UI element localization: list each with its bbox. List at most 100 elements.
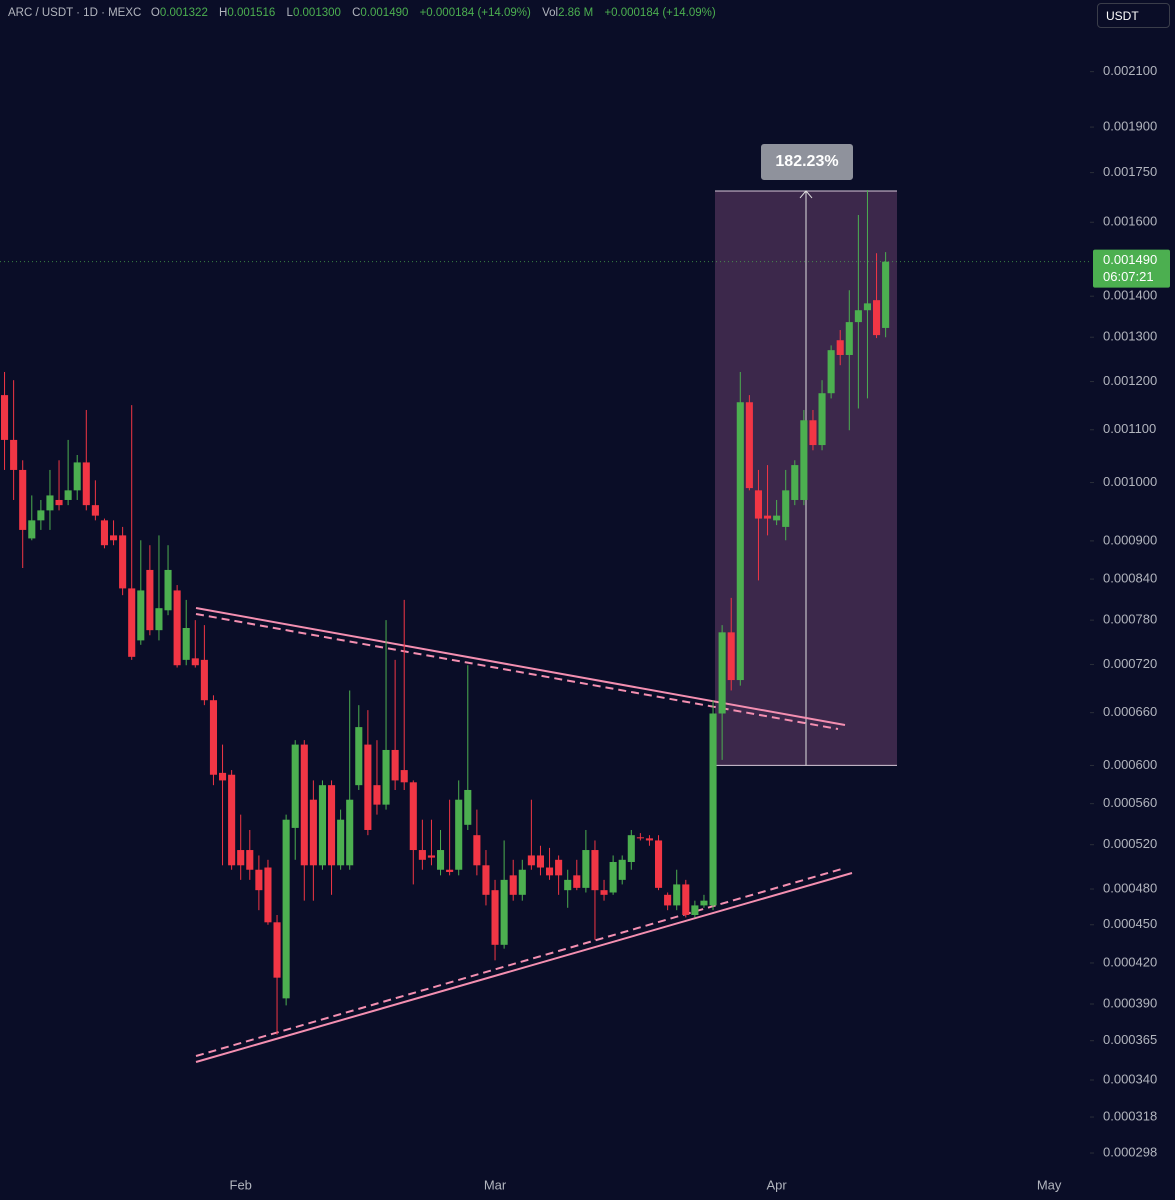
trendline: [195, 867, 846, 1057]
x-tick-label: May: [1037, 1177, 1062, 1192]
y-tick-label: 0.002100: [1103, 63, 1157, 78]
y-tick-label: 0.001600: [1103, 214, 1157, 229]
candle-body: [327, 785, 336, 866]
candle-body: [46, 495, 54, 511]
candle-body: [446, 869, 454, 872]
field-value: 0.001300: [292, 7, 341, 19]
last-price-label: 0.001490: [1103, 252, 1157, 267]
candle-body: [582, 850, 590, 888]
candle-body: [19, 469, 27, 530]
candle-body: [436, 850, 445, 870]
y-tick-label: 0.000480: [1103, 880, 1157, 895]
candle-body: [645, 838, 654, 841]
candle-body: [618, 859, 626, 880]
candle-body: [209, 700, 218, 775]
candle-body: [373, 785, 381, 805]
x-tick-label: Apr: [767, 1177, 788, 1192]
y-tick-label: 0.001100: [1103, 421, 1156, 436]
candle-body: [527, 855, 535, 866]
countdown-label: 06:07:21: [1103, 269, 1154, 284]
measure-label-bg: [761, 143, 853, 180]
candle-body: [318, 785, 327, 866]
candle-body: [564, 879, 572, 891]
y-tick-label: 0.000318: [1103, 1108, 1157, 1123]
candle-body: [673, 884, 681, 906]
candle-body: [246, 850, 254, 870]
y-tick-label: 0.000560: [1103, 795, 1157, 810]
candle-body: [418, 850, 426, 860]
candle-body: [264, 867, 272, 923]
candle-body: [155, 608, 163, 631]
candle-body: [609, 861, 617, 893]
trendline: [195, 613, 839, 730]
candle-body: [73, 462, 81, 491]
candle-body: [882, 261, 890, 328]
y-tick-label: 0.001400: [1103, 288, 1157, 303]
candle-body: [309, 799, 317, 866]
candle-body: [10, 439, 18, 470]
y-tick-label: 0.000840: [1103, 571, 1157, 586]
candle-body: [0, 395, 9, 440]
y-tick-label: 0.001200: [1103, 373, 1157, 388]
candle-body: [809, 420, 817, 446]
candle-body: [182, 628, 190, 660]
candle-body: [854, 310, 862, 323]
candle-body: [55, 499, 63, 506]
y-tick-label: 0.001750: [1103, 164, 1157, 179]
candle-body: [427, 855, 436, 858]
trendline: [195, 607, 846, 726]
candle-body: [709, 713, 717, 906]
candle-body: [800, 420, 808, 500]
candle-body: [536, 855, 545, 868]
candle-body: [773, 515, 781, 521]
candle-body: [37, 510, 45, 521]
candle-body: [555, 859, 563, 876]
y-tick-label: 0.000340: [1103, 1071, 1157, 1086]
candle-body: [727, 632, 735, 681]
candle-body: [82, 462, 90, 506]
candle-body: [273, 922, 281, 978]
volume-change: +0.000184 (+14.09%): [604, 7, 716, 19]
candle-body: [491, 890, 499, 945]
trendlines: [195, 607, 853, 1063]
candle-body: [654, 840, 663, 888]
candle-body: [754, 490, 763, 519]
measure-label: 182.23%: [775, 153, 838, 170]
y-tick-label: 0.000520: [1103, 836, 1157, 851]
candle-body: [691, 905, 699, 916]
y-tick-label: 0.000900: [1103, 532, 1157, 547]
y-tick-label: 0.001000: [1103, 474, 1157, 489]
currency-button[interactable]: USDT: [1097, 3, 1170, 28]
candle-body: [255, 869, 263, 891]
candle-body: [500, 879, 508, 945]
legend-header: ARC / USDT · 1D · MEXC O0.001322 H0.0015…: [8, 7, 724, 19]
candle-body: [282, 819, 290, 999]
candle-body: [128, 588, 136, 657]
candle-body: [682, 884, 690, 916]
candle-body: [100, 520, 109, 546]
y-tick-label: 0.000420: [1103, 954, 1157, 969]
candle-body: [291, 744, 299, 828]
candle-body: [473, 835, 481, 866]
candle-body: [346, 799, 354, 866]
trendline: [195, 872, 853, 1063]
candle-body: [736, 402, 744, 681]
candle-body: [518, 869, 526, 895]
candle-body: [718, 632, 726, 714]
field-value: 0.001490: [360, 7, 409, 19]
candle-body: [827, 350, 835, 394]
candle-body: [228, 774, 236, 866]
y-tick-label: 0.000600: [1103, 757, 1157, 772]
candle-body: [791, 465, 799, 500]
candle-body: [863, 303, 872, 311]
y-tick-label: 0.000720: [1103, 656, 1157, 671]
candle-body: [636, 837, 644, 839]
y-tick-label: 0.000390: [1103, 995, 1157, 1010]
candle-body: [91, 505, 99, 516]
field-key: L: [286, 7, 293, 19]
candle-body: [464, 789, 472, 825]
candle-body: [337, 819, 345, 866]
y-tick-label: 0.000365: [1103, 1032, 1157, 1047]
